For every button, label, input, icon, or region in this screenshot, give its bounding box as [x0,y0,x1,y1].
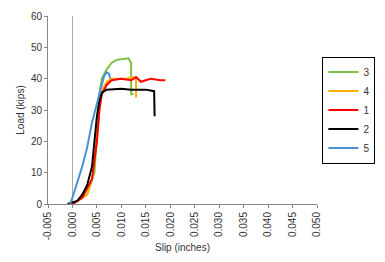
svg-text:0.005: 0.005 [91,212,102,237]
svg-text:Slip (inches): Slip (inches) [155,242,210,253]
svg-text:10: 10 [31,167,43,178]
svg-text:0.050: 0.050 [311,212,322,237]
svg-text:40: 40 [31,73,43,84]
svg-text:Load (kips): Load (kips) [15,85,26,134]
svg-text:0.030: 0.030 [213,212,224,237]
svg-text:0.025: 0.025 [189,212,200,237]
svg-text:1: 1 [363,105,369,116]
svg-text:0.000: 0.000 [67,212,78,237]
svg-text:0.045: 0.045 [287,212,298,237]
svg-text:0.040: 0.040 [262,212,273,237]
svg-text:50: 50 [31,42,43,53]
svg-text:0.015: 0.015 [140,212,151,237]
svg-text:20: 20 [31,136,43,147]
svg-text:0.010: 0.010 [116,212,127,237]
svg-text:0: 0 [36,199,42,210]
svg-text:0.020: 0.020 [165,212,176,237]
svg-text:0.035: 0.035 [238,212,249,237]
svg-text:30: 30 [31,105,43,116]
svg-text:-0.005: -0.005 [42,212,53,241]
svg-text:60: 60 [31,11,43,22]
svg-text:4: 4 [363,86,369,97]
svg-text:3: 3 [363,67,369,78]
svg-text:2: 2 [363,124,369,135]
svg-text:5: 5 [363,143,369,154]
